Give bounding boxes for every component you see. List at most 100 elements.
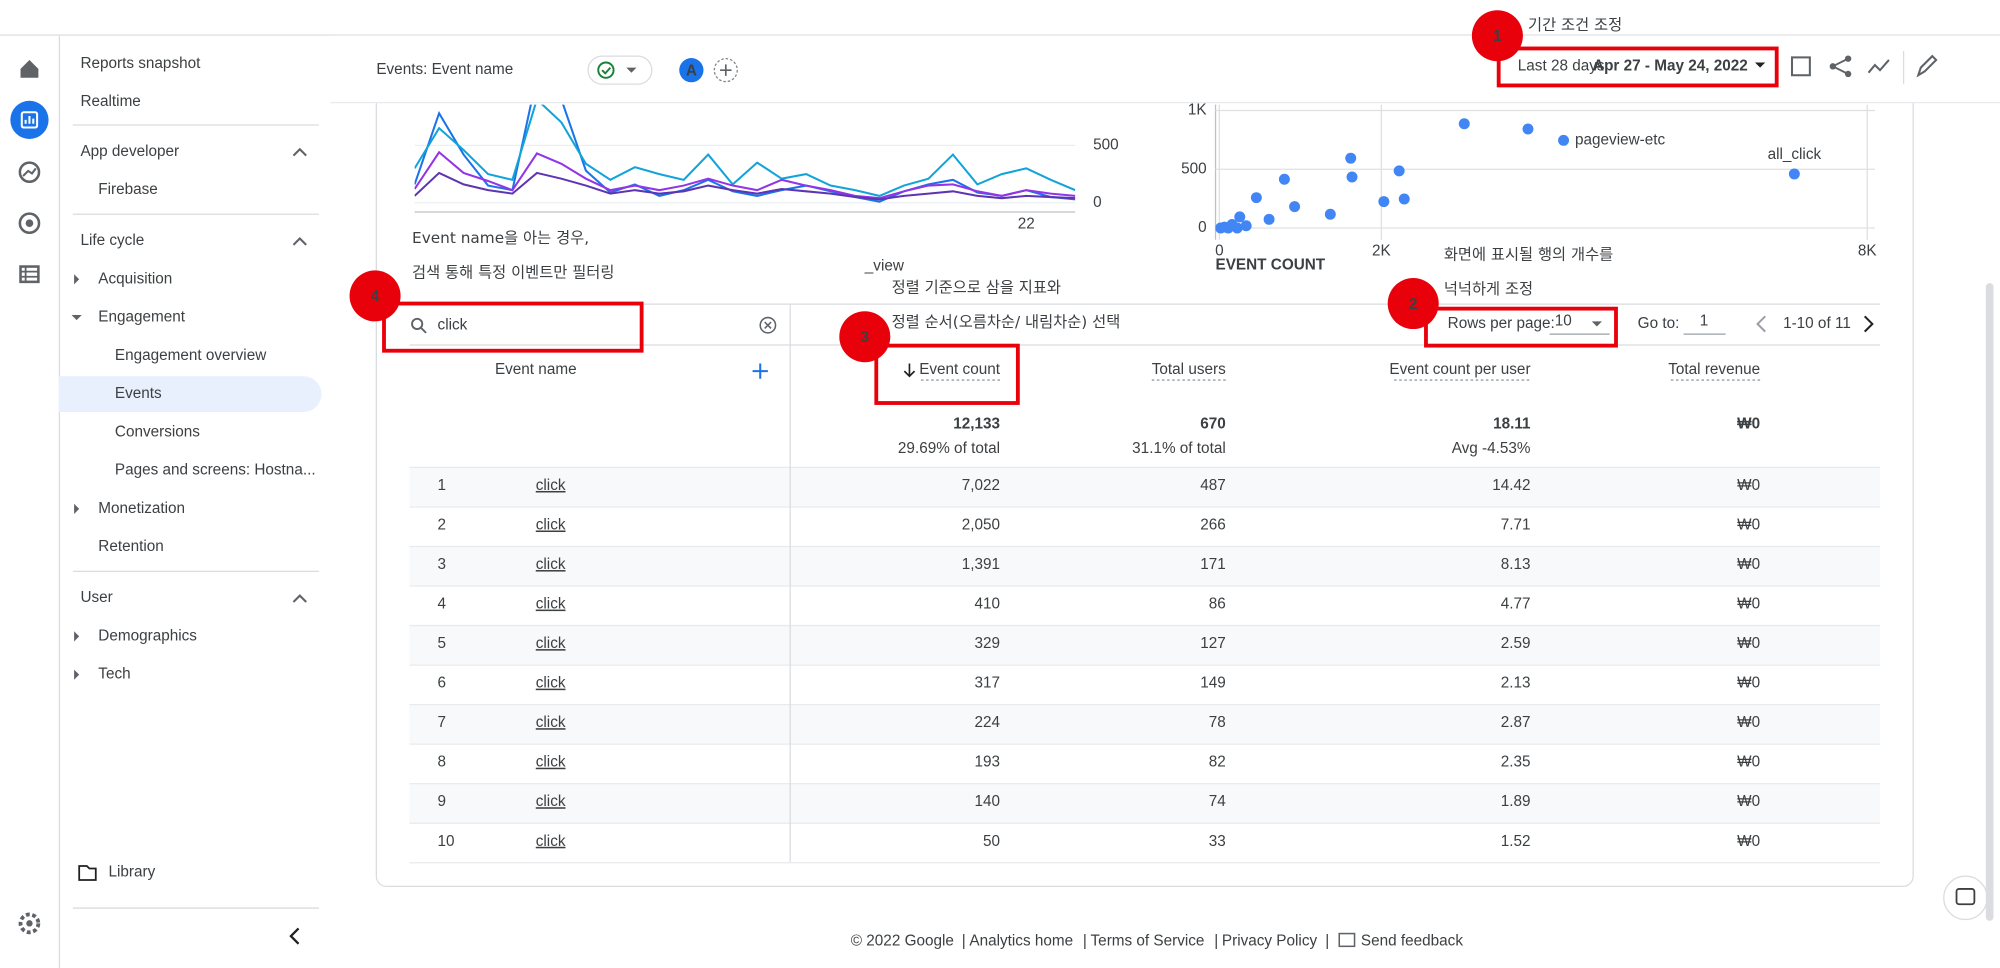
cell-value: 1.52 bbox=[1501, 833, 1531, 850]
footer-separator: | bbox=[1325, 932, 1329, 949]
annotation-text: 검색 통해 특정 이벤트만 필터링 bbox=[412, 263, 614, 281]
nav-item[interactable]: Pages and screens: Hostna... bbox=[115, 462, 316, 479]
column-header[interactable]: Total users bbox=[1152, 361, 1226, 378]
date-preset[interactable]: Last 28 days bbox=[1518, 57, 1605, 74]
cell-value: ₩0 bbox=[1737, 754, 1760, 771]
expand-arrow[interactable] bbox=[74, 669, 80, 680]
insights-icon[interactable] bbox=[1867, 59, 1890, 74]
expand-arrow[interactable] bbox=[74, 631, 80, 642]
event-name-link[interactable]: click bbox=[536, 714, 566, 731]
scatter-point bbox=[1346, 171, 1358, 183]
feedback-button[interactable] bbox=[1943, 875, 1988, 921]
row-index: 4 bbox=[438, 596, 447, 613]
column-header[interactable]: Event name bbox=[495, 361, 577, 378]
nav-item[interactable]: Engagement bbox=[98, 309, 185, 326]
cell-value: ₩0 bbox=[1737, 596, 1760, 613]
nav-section-title[interactable]: Life cycle bbox=[80, 232, 144, 249]
scatter-point bbox=[1234, 211, 1246, 223]
next-page[interactable] bbox=[1863, 315, 1874, 333]
event-name-link[interactable]: click bbox=[536, 754, 566, 771]
annotation-text: Event name을 아는 경우, bbox=[412, 229, 589, 247]
column-header[interactable]: Event count bbox=[919, 361, 1001, 378]
footer-link[interactable]: Analytics home bbox=[969, 932, 1073, 949]
nav-item[interactable]: Firebase bbox=[98, 181, 158, 198]
advertising-icon[interactable] bbox=[18, 212, 41, 235]
settings-icon[interactable] bbox=[18, 912, 41, 935]
footer-separator: | bbox=[1083, 932, 1087, 949]
event-name-link[interactable]: click bbox=[536, 477, 566, 494]
nav-item[interactable]: Retention bbox=[98, 538, 163, 555]
footer-link[interactable]: Privacy Policy bbox=[1222, 932, 1318, 949]
configure-icon[interactable] bbox=[19, 265, 40, 284]
comparison-avatar[interactable] bbox=[679, 58, 704, 83]
highlight-box bbox=[1424, 306, 1618, 348]
column-header[interactable]: Total revenue bbox=[1668, 361, 1760, 378]
row-index: 1 bbox=[438, 477, 447, 494]
goto-input[interactable]: 1 bbox=[1700, 312, 1709, 329]
scatter-point bbox=[1458, 118, 1470, 130]
collapse-chevron[interactable] bbox=[292, 147, 307, 157]
prev-page[interactable] bbox=[1756, 315, 1766, 333]
nav-item[interactable]: Acquisition bbox=[98, 270, 172, 287]
event-name-link[interactable]: click bbox=[536, 833, 566, 850]
scatter-point bbox=[1324, 208, 1336, 220]
expand-arrow[interactable] bbox=[74, 274, 80, 285]
nav-item[interactable]: Monetization bbox=[98, 500, 185, 517]
nav-item[interactable]: Tech bbox=[98, 666, 130, 683]
collapse-nav[interactable] bbox=[289, 927, 300, 945]
check-mark bbox=[601, 66, 612, 75]
clear-search[interactable] bbox=[759, 316, 777, 334]
cell-value: 7.71 bbox=[1501, 516, 1531, 533]
cell-value: 329 bbox=[974, 635, 1000, 652]
event-name-link[interactable]: click bbox=[536, 556, 566, 573]
nav-item[interactable]: Engagement overview bbox=[115, 347, 267, 364]
scatter-point bbox=[1289, 201, 1301, 213]
feedback-icon bbox=[1338, 932, 1356, 948]
date-dropdown bbox=[1755, 62, 1766, 68]
add-dimension[interactable] bbox=[752, 363, 768, 379]
edit-icon[interactable] bbox=[1916, 54, 1938, 78]
total-value: 670 bbox=[1200, 416, 1226, 433]
explore-icon[interactable] bbox=[18, 161, 41, 184]
nav-item[interactable]: Reports snapshot bbox=[80, 55, 201, 72]
nav-item[interactable]: Demographics bbox=[98, 627, 197, 644]
x-tick-label: 8K bbox=[1858, 242, 1878, 259]
cell-value: 74 bbox=[1209, 793, 1227, 810]
nav-item[interactable]: Conversions bbox=[115, 423, 200, 440]
share-dot bbox=[1844, 70, 1852, 78]
total-note: Avg -4.53% bbox=[1452, 440, 1531, 457]
footer-link[interactable]: Terms of Service bbox=[1091, 932, 1205, 949]
event-name-link[interactable]: click bbox=[536, 675, 566, 692]
sort-arrow[interactable] bbox=[903, 363, 916, 378]
nav-item[interactable]: Library bbox=[109, 863, 156, 880]
expand-arrow[interactable] bbox=[74, 503, 80, 514]
nav-item[interactable]: Events bbox=[115, 385, 162, 402]
row-index: 9 bbox=[438, 793, 447, 810]
nav-section-title[interactable]: User bbox=[80, 589, 112, 606]
rows-per-page-select[interactable]: 10 bbox=[1555, 312, 1572, 329]
row-index: 6 bbox=[438, 675, 447, 692]
feedback-link[interactable]: Send feedback bbox=[1361, 932, 1463, 949]
line-plot bbox=[414, 104, 1076, 203]
event-name-link[interactable]: click bbox=[536, 516, 566, 533]
collapse-chevron[interactable] bbox=[292, 594, 307, 603]
home-icon[interactable] bbox=[20, 59, 39, 78]
nav-section-title[interactable]: App developer bbox=[80, 143, 179, 160]
event-name-link[interactable]: click bbox=[536, 635, 566, 652]
search-input[interactable]: click bbox=[438, 316, 468, 333]
cell-value: 2.59 bbox=[1501, 635, 1531, 652]
collapse-chevron[interactable] bbox=[292, 237, 307, 246]
row-index: 10 bbox=[438, 833, 455, 850]
scatter-point bbox=[1250, 192, 1262, 204]
date-range[interactable]: Apr 27 - May 24, 2022 bbox=[1593, 57, 1748, 74]
customize-icon[interactable] bbox=[1790, 56, 1811, 77]
column-header[interactable]: Event count per user bbox=[1389, 361, 1530, 378]
nav-item[interactable]: Realtime bbox=[80, 93, 140, 110]
expand-arrow[interactable] bbox=[71, 315, 82, 321]
event-name-link[interactable]: click bbox=[536, 793, 566, 810]
cell-value: 127 bbox=[1200, 635, 1226, 652]
check-icon bbox=[597, 61, 615, 79]
pagination-label: 1-10 of 11 bbox=[1783, 315, 1851, 332]
event-name-link[interactable]: click bbox=[536, 596, 566, 613]
